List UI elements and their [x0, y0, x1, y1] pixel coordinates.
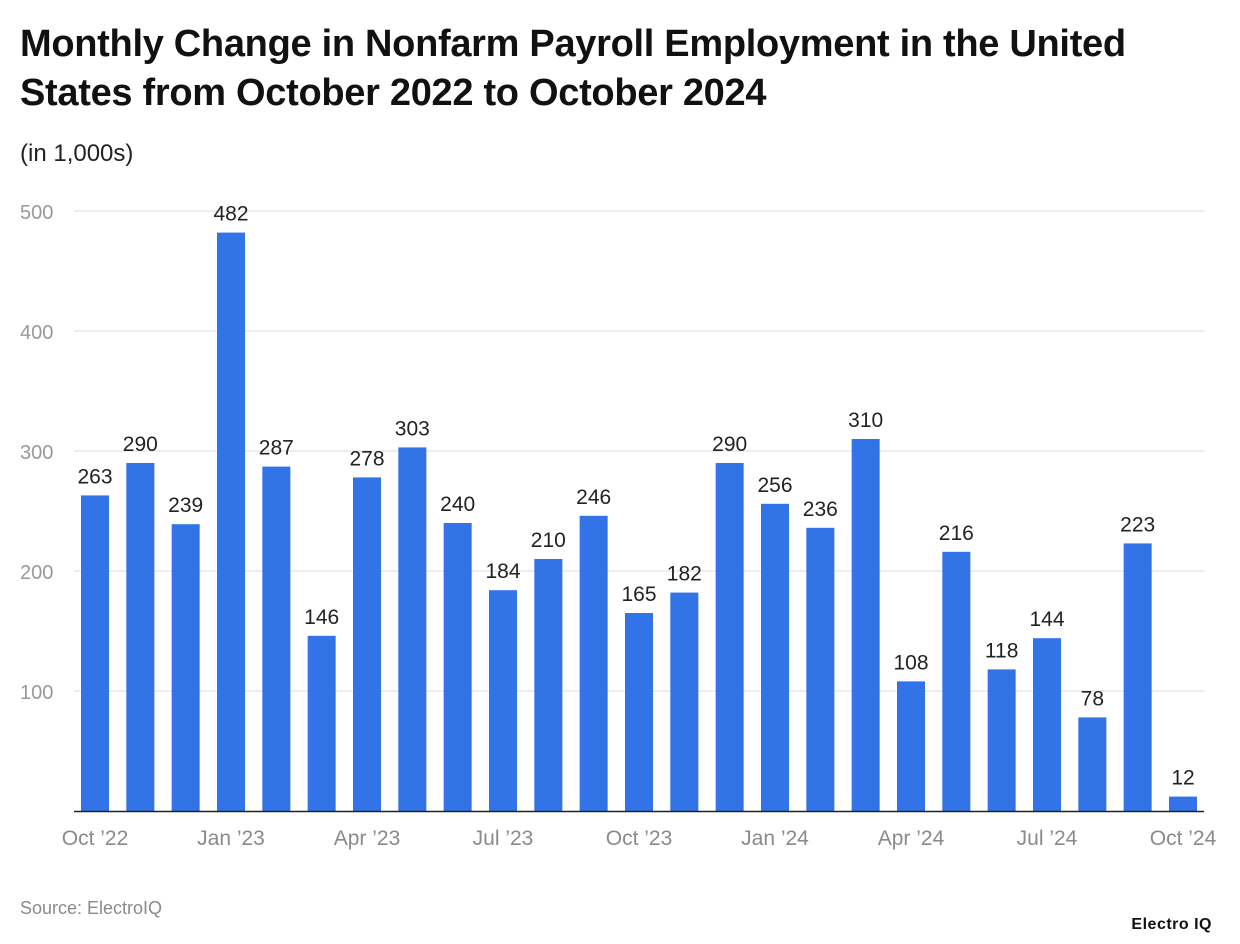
x-tick-label: Oct ’23	[606, 827, 673, 850]
bar	[715, 463, 744, 811]
x-tick-label: Oct ’24	[1150, 827, 1217, 850]
bar	[307, 635, 336, 811]
bar	[443, 523, 472, 811]
data-label: 12	[1171, 767, 1194, 790]
bar	[1169, 796, 1197, 811]
y-tick-label: 400	[20, 322, 53, 344]
data-label: 290	[712, 433, 747, 456]
bar	[761, 503, 789, 811]
bar	[670, 592, 699, 811]
data-label: 223	[1120, 513, 1155, 536]
data-label: 287	[259, 437, 294, 460]
x-axis-ticks: Oct ’22 Jan ’23 Apr ’23 Jul ’23 Oct ’23 Jan ’…	[62, 827, 1217, 850]
data-label: 482	[213, 203, 248, 226]
y-tick-label: 300	[20, 442, 53, 464]
chart-subtitle: (in 1,000s)	[20, 140, 134, 167]
bar	[579, 515, 608, 811]
bar	[353, 477, 381, 811]
data-label: 239	[168, 494, 203, 517]
bar	[126, 463, 155, 811]
x-tick-label: Oct ’22	[62, 827, 129, 850]
data-label: 263	[77, 465, 112, 488]
bar	[1123, 543, 1152, 811]
data-label: 165	[621, 583, 656, 606]
x-tick-label: Jul ’24	[1017, 827, 1078, 850]
bar	[1078, 717, 1107, 811]
value-labels: 263 290 239 482 287 146 278 303 240 184 210 246 165 1…	[77, 203, 1194, 790]
data-label: 78	[1081, 687, 1104, 710]
data-label: 310	[848, 409, 883, 432]
bar	[897, 681, 925, 811]
data-label: 118	[985, 639, 1018, 662]
bars	[81, 232, 1197, 812]
data-label: 108	[893, 651, 928, 674]
data-label: 146	[304, 606, 339, 629]
bar	[625, 613, 653, 811]
bar	[806, 527, 835, 811]
bar	[171, 524, 200, 811]
bar	[1033, 638, 1061, 811]
bar	[398, 447, 427, 811]
bar	[81, 495, 109, 811]
bar	[851, 439, 880, 811]
y-tick-label: 100	[20, 682, 53, 704]
bar	[942, 551, 971, 811]
data-label: 278	[349, 447, 384, 470]
data-label: 240	[440, 493, 475, 516]
data-label: 256	[757, 474, 792, 497]
data-label: 144	[1029, 608, 1064, 631]
bar	[987, 669, 1016, 811]
data-label: 236	[803, 498, 838, 521]
bar	[217, 232, 245, 812]
bar	[262, 466, 291, 811]
data-label: 216	[939, 522, 974, 545]
x-tick-label: Apr ’24	[878, 827, 945, 850]
x-tick-label: Jul ’23	[473, 827, 534, 850]
bar	[534, 559, 563, 811]
x-tick-label: Jan ’24	[741, 827, 809, 850]
brand-logo: Electro IQ	[1131, 916, 1212, 933]
data-label: 182	[667, 563, 702, 586]
y-tick-label: 200	[20, 562, 53, 584]
data-label: 210	[531, 529, 566, 552]
chart-title: Monthly Change in Nonfarm Payroll Employ…	[20, 23, 1126, 114]
y-tick-label: 500	[20, 202, 53, 224]
y-axis-ticks: 100 200 300 400 500	[20, 202, 53, 704]
bar	[489, 590, 517, 811]
data-label: 303	[395, 417, 430, 440]
data-label: 246	[576, 486, 611, 509]
x-tick-label: Jan ’23	[197, 827, 265, 850]
x-tick-label: Apr ’23	[334, 827, 401, 850]
data-label: 290	[123, 433, 158, 456]
source-note: Source: ElectroIQ	[20, 898, 163, 918]
data-label: 184	[485, 560, 520, 583]
